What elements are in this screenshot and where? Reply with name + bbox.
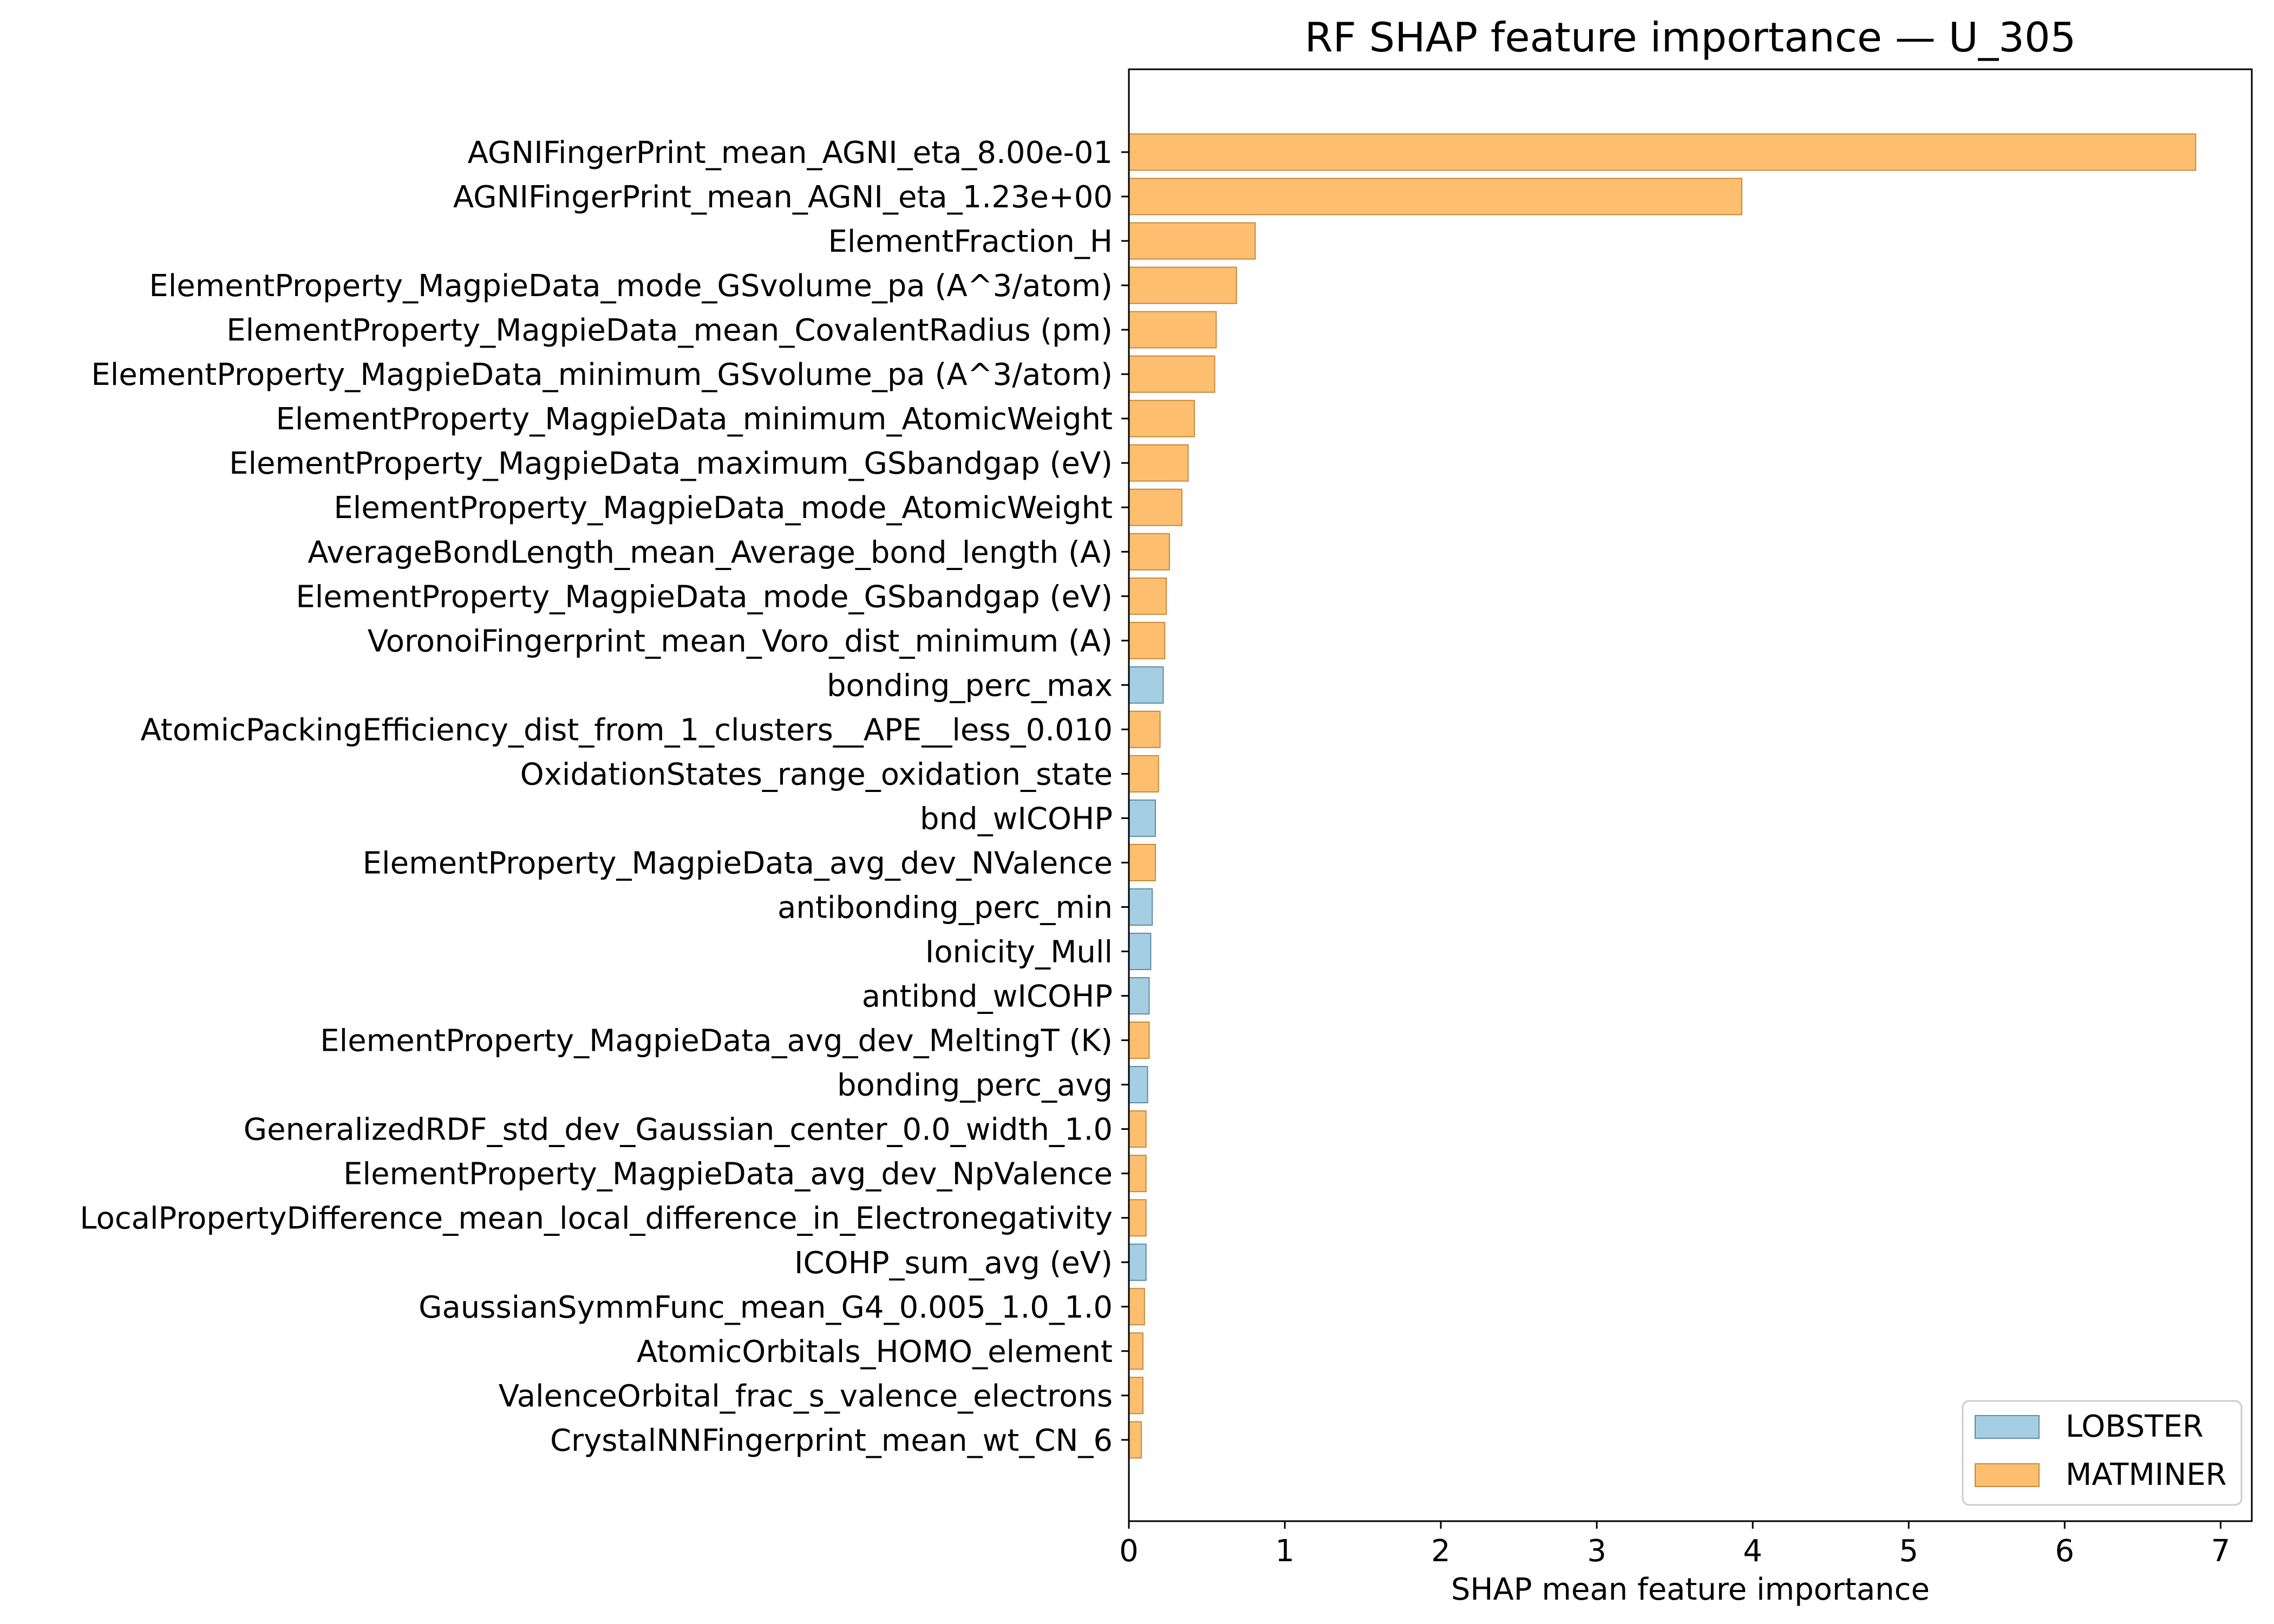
y-tick-label: ElementProperty_MagpieData_avg_dev_Melti… bbox=[320, 1024, 1113, 1059]
y-tick-label: ElementProperty_MagpieData_minimum_Atomi… bbox=[276, 402, 1113, 437]
y-tick-label: ElementFraction_H bbox=[828, 224, 1113, 259]
y-tick-label: ElementProperty_MagpieData_mode_AtomicWe… bbox=[334, 490, 1113, 526]
bar-lobster bbox=[1128, 799, 1156, 837]
x-tick-label: 4 bbox=[1743, 1534, 1762, 1569]
bar-lobster bbox=[1128, 888, 1153, 926]
y-tick-label: ValenceOrbital_frac_s_valence_electrons bbox=[499, 1379, 1113, 1414]
bar-matminer bbox=[1128, 178, 1743, 215]
bar-matminer bbox=[1128, 577, 1167, 615]
y-tick-label: OxidationStates_range_oxidation_state bbox=[520, 757, 1113, 792]
bar-matminer bbox=[1128, 311, 1217, 349]
chart-title: RF SHAP feature importance — U_305 bbox=[1305, 14, 2076, 61]
bar-lobster bbox=[1128, 977, 1150, 1015]
bar-matminer bbox=[1128, 1021, 1150, 1059]
x-tick-label: 0 bbox=[1119, 1534, 1139, 1569]
y-tick-label: LocalPropertyDifference_mean_local_diffe… bbox=[80, 1201, 1113, 1236]
y-tick-label: bonding_perc_max bbox=[827, 668, 1113, 703]
y-tick-label: GaussianSymmFunc_mean_G4_0.005_1.0_1.0 bbox=[419, 1290, 1113, 1325]
y-tick-label: antibonding_perc_min bbox=[777, 890, 1113, 926]
y-tick-label: antibnd_wICOHP bbox=[862, 979, 1113, 1014]
y-tick-label: bonding_perc_avg bbox=[837, 1068, 1113, 1103]
x-tick-label: 7 bbox=[2211, 1534, 2231, 1569]
bar-matminer bbox=[1128, 1110, 1147, 1148]
bar-matminer bbox=[1128, 1288, 1145, 1326]
bar-matminer bbox=[1128, 222, 1256, 260]
y-tick-label: ElementProperty_MagpieData_mode_GSbandga… bbox=[296, 579, 1113, 614]
x-tick-label: 2 bbox=[1431, 1534, 1450, 1569]
bar-matminer bbox=[1128, 488, 1182, 526]
x-axis-ticks: 0 1 2 3 4 5 6 7 bbox=[1119, 1521, 2230, 1569]
y-tick-label: ElementProperty_MagpieData_mean_Covalent… bbox=[226, 313, 1113, 348]
y-tick-label: VoronoiFingerprint_mean_Voro_dist_minimu… bbox=[368, 624, 1113, 659]
y-tick-labels: AGNIFingerPrint_mean_AGNI_eta_8.00e-01 AG… bbox=[80, 135, 1129, 1458]
bar-matminer bbox=[1128, 843, 1156, 881]
bar-matminer bbox=[1128, 1421, 1142, 1459]
legend: LOBSTER MATMINER bbox=[1962, 1400, 2243, 1506]
y-tick-label: AGNIFingerPrint_mean_AGNI_eta_1.23e+00 bbox=[453, 180, 1113, 215]
legend-label-lobster: LOBSTER bbox=[2066, 1409, 2204, 1444]
y-tick-label: GeneralizedRDF_std_dev_Gaussian_center_0… bbox=[244, 1112, 1113, 1148]
y-tick-label: ElementProperty_MagpieData_minimum_GSvol… bbox=[91, 357, 1113, 392]
x-tick-label: 3 bbox=[1587, 1534, 1606, 1569]
y-tick-label: ElementProperty_MagpieData_maximum_GSban… bbox=[229, 446, 1113, 481]
bar-lobster bbox=[1128, 666, 1164, 704]
x-tick-label: 1 bbox=[1275, 1534, 1295, 1569]
bar-lobster bbox=[1128, 1066, 1148, 1104]
bar-matminer bbox=[1128, 621, 1166, 659]
y-tick-label: ElementProperty_MagpieData_avg_dev_NVale… bbox=[363, 846, 1113, 881]
y-tick-label: CrystalNNFingerprint_mean_wt_CN_6 bbox=[550, 1423, 1113, 1458]
y-tick-label: bnd_wICOHP bbox=[920, 801, 1113, 836]
legend-swatch-matminer bbox=[1975, 1463, 2040, 1487]
y-tick-label: AGNIFingerPrint_mean_AGNI_eta_8.00e-01 bbox=[468, 135, 1113, 171]
bar-matminer bbox=[1128, 533, 1170, 571]
bar-matminer bbox=[1128, 400, 1195, 437]
bar-matminer bbox=[1128, 1199, 1147, 1237]
bar-matminer bbox=[1128, 444, 1189, 482]
bar-matminer bbox=[1128, 1155, 1147, 1193]
y-tick-label: AverageBondLength_mean_Average_bond_leng… bbox=[308, 535, 1113, 570]
x-axis-title: SHAP mean feature importance bbox=[1451, 1572, 1930, 1607]
bar-lobster bbox=[1128, 933, 1152, 971]
y-tick-label: AtomicPackingEfficiency_dist_from_1_clus… bbox=[140, 712, 1113, 748]
bar-matminer bbox=[1128, 710, 1161, 748]
legend-label-matminer: MATMINER bbox=[2066, 1457, 2227, 1492]
bar-matminer bbox=[1128, 1332, 1143, 1370]
x-tick-label: 6 bbox=[2055, 1534, 2075, 1569]
y-tick-label: Ionicity_Mull bbox=[925, 935, 1113, 970]
x-tick-label: 5 bbox=[1899, 1534, 1918, 1569]
bar-matminer bbox=[1128, 355, 1216, 393]
bar-lobster bbox=[1128, 1243, 1147, 1281]
y-tick-label: AtomicOrbitals_HOMO_element bbox=[637, 1334, 1113, 1370]
y-tick-label: ElementProperty_MagpieData_mode_GSvolume… bbox=[149, 269, 1113, 304]
legend-swatch-lobster bbox=[1975, 1415, 2040, 1439]
y-tick-label: ICOHP_sum_avg (eV) bbox=[794, 1246, 1113, 1281]
bars-layer bbox=[1128, 133, 2197, 1459]
bar-matminer bbox=[1128, 133, 2197, 171]
y-tick-label: ElementProperty_MagpieData_avg_dev_NpVal… bbox=[343, 1157, 1113, 1192]
bar-matminer bbox=[1128, 1377, 1143, 1415]
plot-area-frame bbox=[1128, 68, 2253, 1522]
bar-matminer bbox=[1128, 266, 1237, 304]
bar-matminer bbox=[1128, 755, 1159, 793]
